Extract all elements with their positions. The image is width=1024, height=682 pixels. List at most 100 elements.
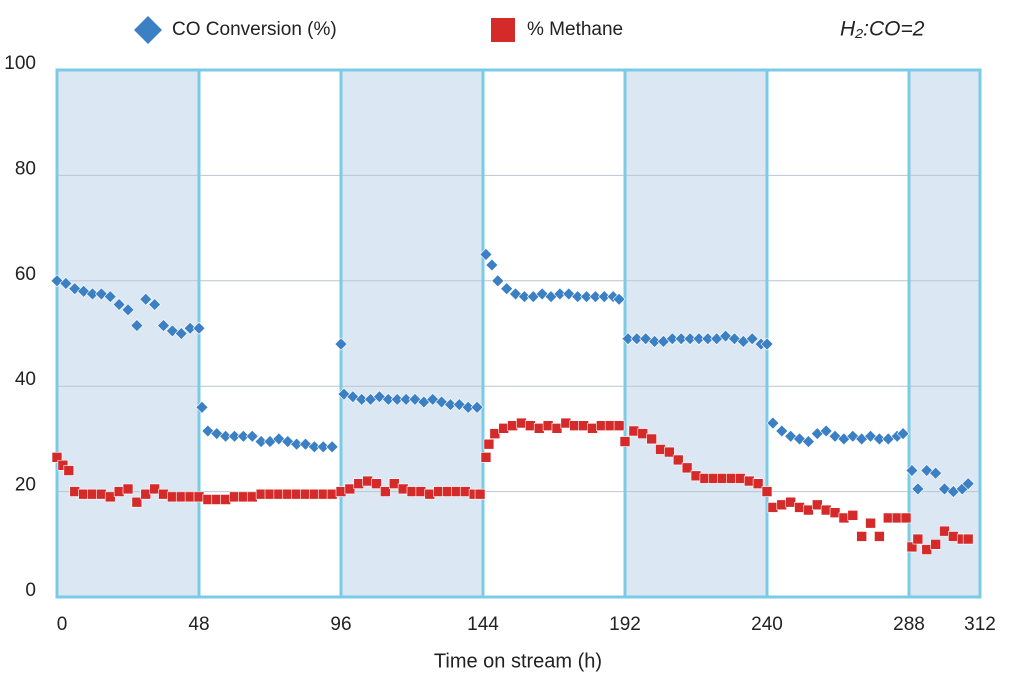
point [766, 416, 780, 430]
point [597, 290, 611, 304]
point [246, 491, 258, 503]
point [474, 488, 486, 500]
point [516, 417, 527, 429]
point [784, 429, 798, 443]
point [442, 486, 453, 497]
point [380, 486, 391, 497]
point [307, 440, 321, 454]
point [78, 488, 89, 500]
point [743, 475, 755, 487]
point [113, 486, 125, 497]
point [921, 544, 933, 555]
point [619, 436, 631, 447]
point [803, 504, 814, 516]
point [801, 435, 815, 448]
point [761, 486, 773, 497]
point [388, 478, 400, 489]
point [775, 424, 789, 438]
point [371, 478, 382, 489]
point [701, 332, 715, 346]
plot-border [55, 68, 982, 599]
band [341, 70, 483, 597]
point [470, 400, 484, 414]
point [587, 423, 598, 434]
point [184, 491, 196, 503]
point [140, 488, 152, 500]
point [708, 473, 720, 484]
legend-marker [134, 16, 162, 44]
point [353, 478, 365, 489]
point [86, 287, 99, 301]
point [220, 494, 231, 505]
point [637, 428, 649, 439]
point [674, 332, 688, 346]
point [326, 488, 338, 500]
point [461, 400, 475, 414]
point [646, 433, 657, 445]
point [580, 290, 593, 304]
point [621, 332, 635, 346]
point [174, 327, 188, 340]
point [459, 486, 471, 497]
point [533, 423, 545, 434]
point [390, 392, 404, 406]
point [939, 525, 950, 537]
point [202, 494, 214, 505]
point [122, 483, 134, 495]
point [847, 510, 859, 521]
point [325, 440, 339, 454]
point [69, 486, 81, 497]
point [912, 533, 924, 545]
point [158, 488, 169, 500]
point [905, 464, 919, 477]
point [962, 533, 974, 545]
point [785, 496, 796, 508]
point [630, 332, 644, 346]
point [489, 428, 501, 439]
point [193, 491, 205, 503]
point [317, 488, 329, 500]
point [760, 337, 774, 351]
point [500, 282, 514, 296]
point [148, 298, 162, 311]
y-tick-label: 80 [15, 158, 36, 179]
point [865, 517, 876, 529]
x-tick-label: 240 [751, 614, 783, 635]
point [228, 429, 241, 443]
point [175, 491, 187, 503]
point [480, 452, 492, 463]
y-tick-label: 40 [15, 369, 36, 390]
point [819, 424, 833, 438]
point [355, 392, 369, 406]
point [112, 298, 126, 311]
point [900, 512, 912, 524]
point [87, 488, 98, 500]
y-tick-label: 0 [25, 580, 36, 601]
point [309, 488, 320, 500]
point [872, 432, 886, 446]
point [578, 420, 589, 432]
point [752, 478, 764, 489]
point [864, 429, 877, 443]
point [362, 475, 373, 487]
point [767, 502, 779, 513]
point [517, 290, 531, 304]
point [655, 444, 666, 455]
point [451, 486, 462, 497]
point [103, 290, 117, 304]
point [316, 440, 330, 454]
point [829, 507, 841, 518]
point [219, 429, 233, 443]
point [856, 531, 867, 542]
point [961, 477, 975, 491]
point [433, 486, 444, 497]
point [776, 499, 788, 511]
point [479, 248, 493, 261]
point [726, 473, 737, 484]
point [290, 437, 304, 451]
point [896, 427, 910, 441]
point [562, 287, 576, 301]
point [397, 483, 409, 495]
